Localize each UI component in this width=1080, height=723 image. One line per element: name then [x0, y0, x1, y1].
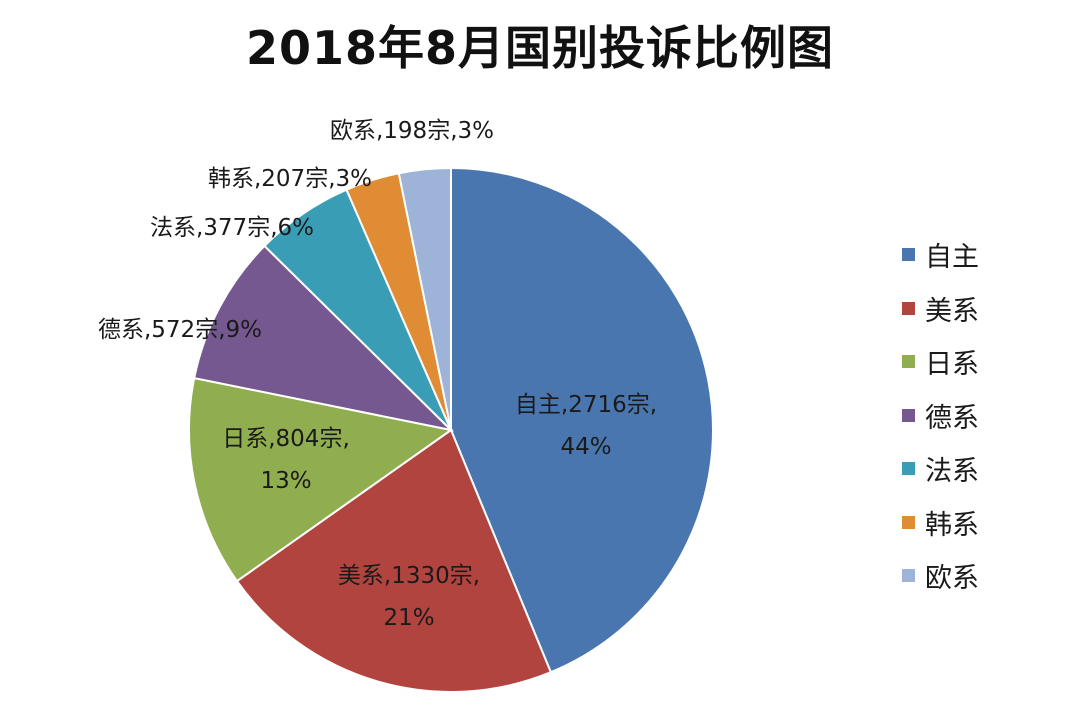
chart-title: 2018年8月国别投诉比例图	[245, 21, 835, 75]
legend-swatch	[902, 301, 915, 315]
data-label-德系: 德系,572宗,9%	[98, 317, 262, 343]
legend-label: 德系	[925, 402, 979, 434]
legend-item-自主: 自主	[902, 228, 1062, 282]
pie-slice-自主	[450, 166, 714, 674]
legend-swatch	[902, 569, 915, 583]
legend-item-日系: 日系	[902, 335, 1062, 389]
pie-slice-欧系	[397, 166, 452, 431]
legend-item-欧系: 欧系	[902, 549, 1062, 603]
legend-label: 欧系	[925, 563, 979, 595]
legend-label: 韩系	[925, 509, 979, 541]
data-label-美系: 美系,1330宗, 21%	[338, 563, 480, 631]
data-label-日系: 日系,804宗, 13%	[222, 426, 350, 494]
legend-item-美系: 美系	[902, 282, 1062, 336]
data-label-韩系: 韩系,207宗,3%	[208, 166, 372, 192]
pie-slice-日系	[188, 376, 454, 583]
chart-legend: 自主美系日系德系法系韩系欧系	[902, 228, 1062, 603]
legend-swatch	[902, 355, 915, 369]
data-label-法系: 法系,377宗,6%	[150, 215, 314, 241]
legend-item-法系: 法系	[902, 442, 1062, 496]
legend-label: 美系	[925, 295, 979, 327]
legend-label: 法系	[925, 456, 979, 488]
legend-item-德系: 德系	[902, 389, 1062, 443]
legend-swatch	[902, 515, 915, 529]
legend-swatch	[902, 408, 915, 422]
pie-slice-美系	[235, 428, 553, 693]
legend-label: 日系	[925, 349, 979, 381]
legend-label: 自主	[925, 242, 979, 274]
pie-slice-德系	[193, 244, 455, 432]
data-label-欧系: 欧系,198宗,3%	[330, 118, 494, 144]
legend-item-韩系: 韩系	[902, 496, 1062, 550]
data-label-自主: 自主,2716宗, 44%	[515, 392, 657, 460]
legend-swatch	[902, 248, 915, 262]
legend-swatch	[902, 462, 915, 476]
